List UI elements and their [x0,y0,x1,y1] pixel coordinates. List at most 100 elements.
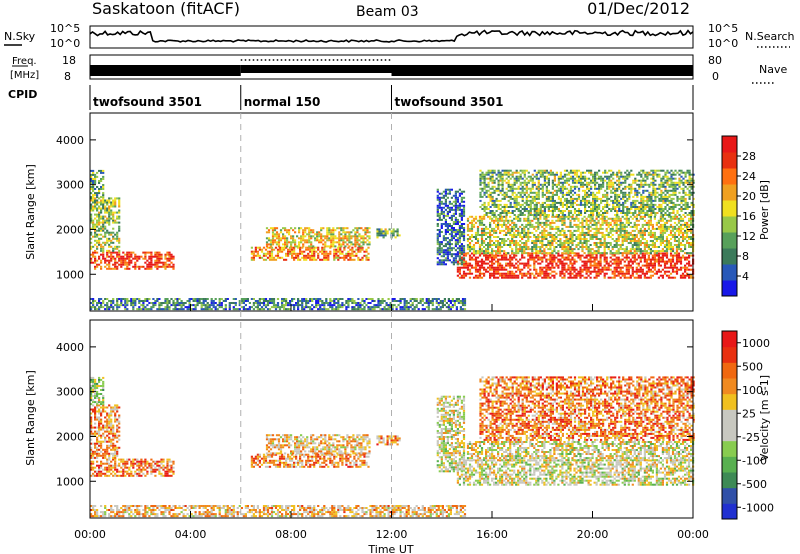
range-gate-cell [158,265,161,268]
range-gate-cell [653,236,656,238]
range-gate-cell [455,308,458,311]
range-gate-cell [517,260,520,263]
range-gate-cell [605,215,608,218]
range-gate-cell [297,300,300,302]
range-gate-cell [304,235,307,238]
range-gate-cell [349,256,352,259]
range-gate-cell [260,306,264,309]
range-gate-cell [301,250,304,253]
range-gate-cell [643,246,646,248]
range-gate-cell [647,270,650,273]
range-gate-cell [603,276,606,279]
range-gate-cell [579,210,583,212]
range-gate-cell [168,251,171,254]
range-gate-cell [673,270,677,273]
range-gate-cell [102,253,105,256]
range-gate-cell [545,254,548,257]
range-gate-cell [679,248,683,251]
range-gate-cell [521,212,524,214]
range-gate-cell [627,264,630,267]
range-gate-cell [667,227,671,230]
range-gate-cell [517,210,520,212]
range-gate-cell [110,257,113,260]
range-gate-cell [110,251,113,254]
range-gate-cell [315,304,318,307]
range-gate-cell [102,306,105,309]
range-gate-cell [118,245,121,248]
range-gate-cell [310,237,313,240]
range-gate-cell [543,169,546,172]
range-gate-cell [298,241,301,244]
range-gate-cell [684,223,687,226]
range-gate-cell [287,250,290,253]
range-gate-cell [347,298,350,300]
range-gate-cell [463,300,467,302]
range-gate-cell [293,246,296,249]
range-gate-cell [174,302,177,304]
range-gate-cell [503,171,506,174]
range-gate-cell [565,187,569,190]
range-gate-cell [555,191,558,194]
range-gate-cell [96,225,99,228]
range-gate-cell [112,235,115,238]
range-gate-cell [667,248,671,251]
range-gate-cell [110,197,113,200]
range-gate-cell [593,250,596,253]
range-gate-cell [581,183,585,186]
range-gate-cell [356,239,359,242]
range-gate-cell [291,250,294,253]
range-gate-cell [447,308,450,311]
range-gate-cell [289,248,292,251]
range-gate-cell [507,169,510,172]
range-gate-cell [565,250,568,253]
range-gate-cell [679,215,683,218]
range-gate-cell [160,304,163,307]
range-gate-cell [403,300,406,302]
range-gate-cell [677,242,681,244]
range-gate-cell [210,298,213,300]
range-gate-cell [677,217,681,220]
range-gate-cell [273,241,277,244]
range-gate-cell [627,223,630,226]
range-gate-cell [519,219,522,222]
range-gate-cell [557,234,560,236]
range-gate-cell [172,308,175,311]
range-gate-cell [629,231,632,234]
range-gate-cell [464,274,468,277]
range-gate-cell [579,221,582,224]
range-gate-cell [178,308,181,311]
range-gate-cell [501,229,504,232]
range-gate-cell [501,246,504,248]
range-gate-cell [631,260,634,263]
range-gate-cell [669,229,673,232]
range-gate-cell [595,276,598,279]
range-gate-cell [308,241,311,244]
range-gate-cell [539,246,542,248]
range-gate-cell [335,254,338,257]
range-gate-cell [591,227,594,230]
range-gate-cell [589,236,592,238]
range-gate-cell [573,229,576,232]
range-gate-cell [112,267,115,270]
range-gate-cell [396,230,399,233]
range-gate-cell [633,270,636,273]
range-gate-cell [569,231,572,234]
range-gate-cell [116,255,119,258]
range-gate-cell [311,252,314,255]
range-gate-cell [323,256,326,259]
range-gate-cell [690,219,693,222]
range-gate-cell [684,229,687,232]
range-gate-cell [669,272,673,275]
range-gate-cell [531,240,534,242]
range-gate-cell [651,270,654,273]
range-gate-cell [575,272,578,275]
range-gate-cell [533,206,536,208]
range-gate-cell [629,215,632,218]
range-gate-cell [214,298,217,300]
range-gate-cell [192,308,195,311]
range-gate-cell [275,233,279,236]
range-gate-cell [555,219,558,222]
range-gate-cell [499,173,502,176]
range-gate-cell [637,264,640,267]
range-gate-cell [116,197,119,200]
